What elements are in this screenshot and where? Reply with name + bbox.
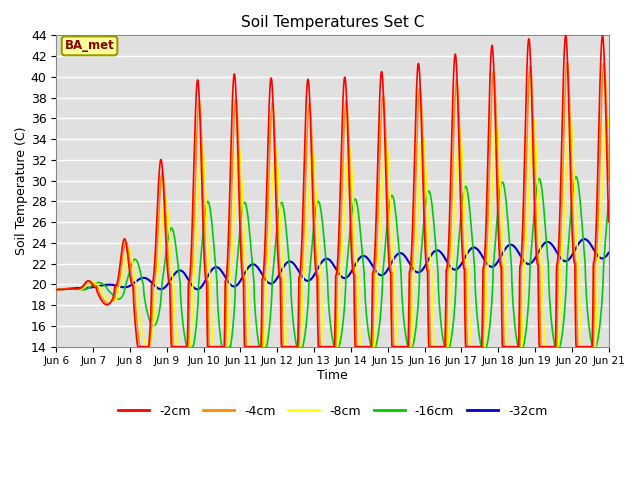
-32cm (572, 247, 579, 252)
-8cm (361, 344, 369, 349)
Line: -32cm: -32cm (56, 239, 609, 289)
-16cm (207, 209, 214, 215)
-2cm (572, 327, 579, 333)
Legend: -2cm, -4cm, -8cm, -16cm, -32cm: -2cm, -4cm, -8cm, -16cm, -32cm (113, 400, 552, 423)
-8cm (349, 181, 356, 187)
-8cm (572, 204, 579, 209)
X-axis label: Time: Time (317, 369, 348, 382)
-4cm (136, 344, 144, 349)
-4cm (572, 259, 579, 265)
-4cm (207, 344, 214, 349)
-32cm (349, 267, 356, 273)
-32cm (493, 260, 500, 266)
-32cm (360, 253, 368, 259)
-4cm (605, 178, 612, 183)
-4cm (52, 287, 60, 292)
-16cm (349, 204, 356, 210)
-2cm (361, 344, 369, 349)
-8cm (493, 121, 501, 127)
-32cm (580, 236, 588, 242)
Line: -8cm: -8cm (56, 115, 609, 347)
-8cm (556, 308, 564, 314)
-2cm (349, 266, 356, 272)
-16cm (52, 287, 60, 292)
Y-axis label: Soil Temperature (C): Soil Temperature (C) (15, 127, 28, 255)
-2cm (52, 287, 60, 292)
-4cm (493, 145, 501, 151)
-32cm (52, 287, 60, 292)
Line: -16cm: -16cm (56, 177, 609, 347)
-2cm (493, 189, 501, 194)
-4cm (349, 245, 356, 251)
-16cm (572, 174, 579, 180)
-16cm (556, 343, 564, 349)
-32cm (556, 254, 564, 260)
-2cm (556, 205, 564, 211)
-2cm (562, 33, 570, 38)
Line: -4cm: -4cm (56, 63, 609, 347)
-16cm (183, 344, 191, 349)
-4cm (563, 60, 571, 66)
-8cm (143, 344, 150, 349)
-8cm (605, 124, 612, 130)
Line: -2cm: -2cm (56, 36, 609, 347)
-16cm (493, 216, 501, 222)
-4cm (556, 247, 564, 252)
-2cm (207, 344, 214, 349)
-4cm (361, 344, 369, 349)
Title: Soil Temperatures Set C: Soil Temperatures Set C (241, 15, 424, 30)
-32cm (207, 269, 214, 275)
-16cm (572, 174, 580, 180)
-8cm (52, 287, 60, 292)
-32cm (605, 250, 612, 256)
-8cm (603, 112, 611, 118)
-2cm (134, 344, 141, 349)
-8cm (207, 278, 214, 284)
-16cm (605, 197, 612, 203)
-2cm (605, 219, 612, 225)
-16cm (361, 284, 369, 290)
Text: BA_met: BA_met (65, 39, 115, 52)
